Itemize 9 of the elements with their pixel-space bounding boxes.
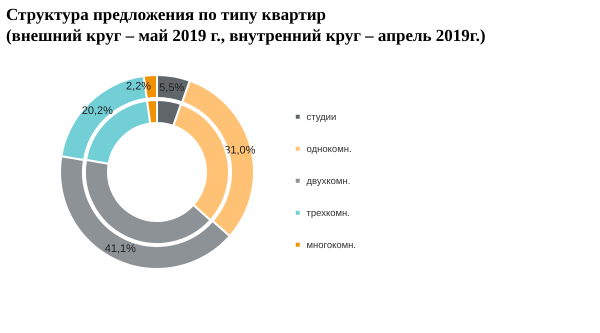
data-label: 5,5% [159, 82, 184, 94]
legend-label: многокомн. [306, 240, 356, 251]
legend-label: трехкомн. [306, 208, 350, 219]
legend-label: студии [306, 112, 336, 123]
legend-label: однокомн. [306, 144, 352, 155]
text: (внешний круг – май 2019 г., внутренний круг – апрель 2019г.) [6, 26, 486, 45]
text: Структура предложения по типу квартир [6, 5, 326, 24]
data-label: 41,1% [104, 243, 136, 256]
legend-label: двухкомн. [306, 176, 350, 187]
